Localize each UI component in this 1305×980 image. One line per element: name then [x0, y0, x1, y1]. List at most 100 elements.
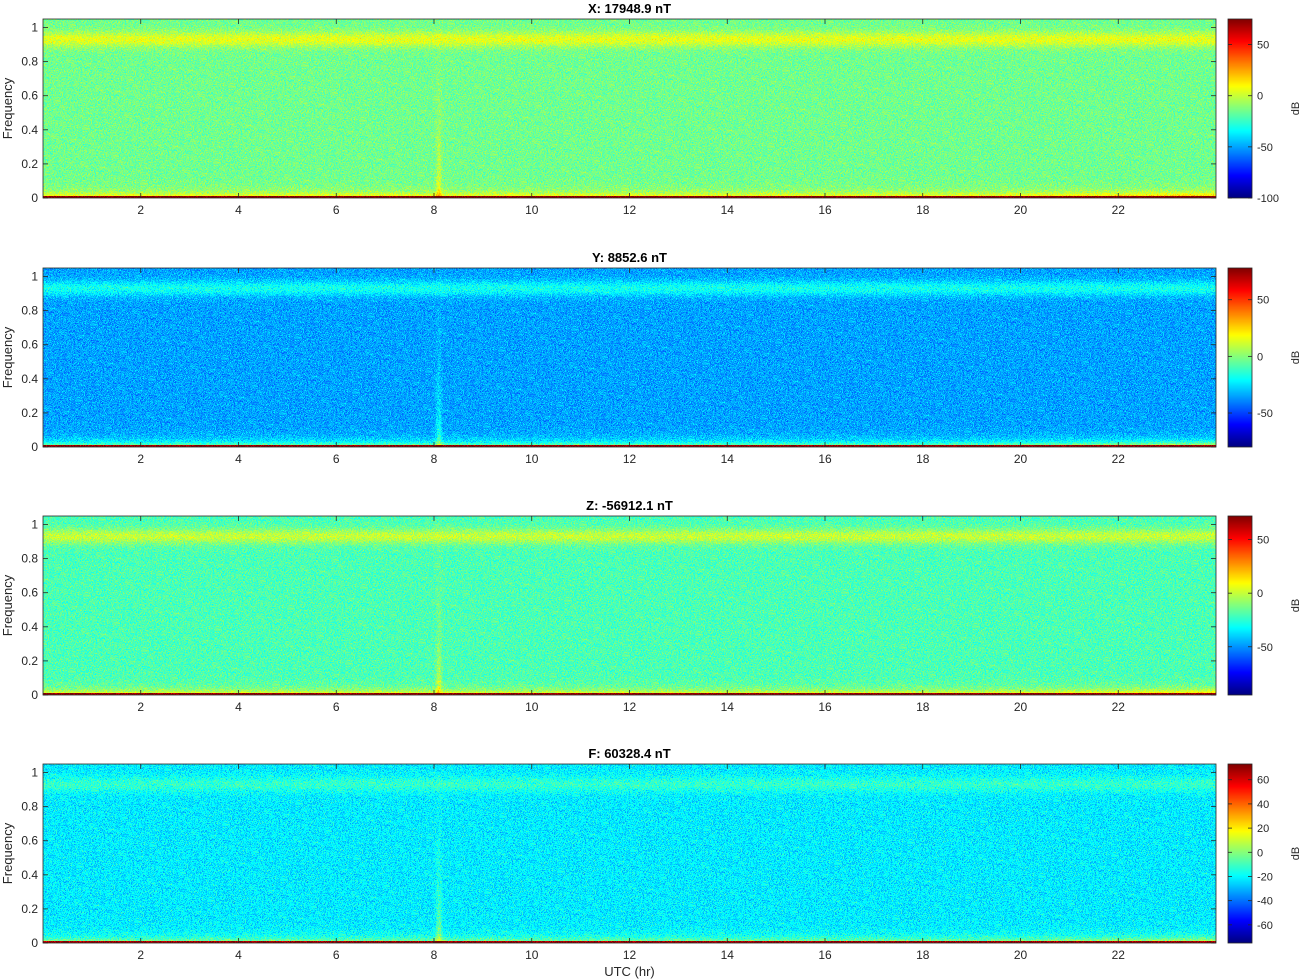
colorbar-tick-label: -50 [1257, 142, 1273, 154]
y-axis-label: Frequency [0, 574, 15, 636]
y-tick-label: 0 [31, 191, 38, 205]
colorbar-frame [1227, 18, 1253, 199]
y-tick-label: 0.2 [21, 157, 38, 171]
x-tick-label: 8 [431, 203, 438, 217]
x-tick-label: 14 [721, 948, 735, 962]
y-tick-label: 1 [31, 21, 38, 35]
panel-title: F: 60328.4 nT [588, 746, 670, 761]
colorbar-frame [1227, 763, 1253, 944]
x-tick-label: 12 [623, 700, 637, 714]
colorbar-tick-label: 60 [1257, 775, 1269, 787]
colorbar-tick-label: 50 [1257, 40, 1269, 52]
colorbar-tick-label: -50 [1257, 408, 1273, 420]
x-tick-label: 6 [333, 700, 340, 714]
x-tick-label: 2 [137, 452, 144, 466]
x-tick-label: 4 [235, 700, 242, 714]
y-tick-label: 0.4 [21, 620, 38, 634]
colorbar-tick-label: 0 [1257, 91, 1263, 103]
x-tick-label: 22 [1112, 700, 1126, 714]
x-tick-label: 14 [721, 700, 735, 714]
y-tick-label: 1 [31, 766, 38, 780]
colorbar-tick-label: 0 [1257, 588, 1263, 600]
panel-title: Z: -56912.1 nT [586, 498, 673, 513]
x-tick-label: 2 [137, 700, 144, 714]
colorbar-tick-label: -100 [1257, 193, 1279, 205]
spectrogram-panel: Z: -56912.1 nT Frequency 0 0.2 0.4 0.6 0.8 12 4 6… [0, 498, 1302, 714]
x-tick-label: 22 [1112, 203, 1126, 217]
x-tick-label: 20 [1014, 948, 1028, 962]
y-axis-label: Frequency [0, 822, 15, 884]
colorbar-tick-label: -60 [1257, 920, 1273, 932]
x-tick-label: 16 [818, 700, 832, 714]
spectrogram-image [43, 764, 1216, 943]
colorbar [1228, 268, 1252, 447]
colorbar-tick-label: 20 [1257, 823, 1269, 835]
x-tick-label: 8 [431, 452, 438, 466]
spectrogram-image [43, 268, 1216, 447]
y-tick-label: 0.4 [21, 868, 38, 882]
colorbar [1228, 764, 1252, 943]
colorbar-tick-label: -50 [1257, 642, 1273, 654]
x-tick-label: 6 [333, 203, 340, 217]
y-tick-label: 1 [31, 270, 38, 284]
x-tick-label: 20 [1014, 700, 1028, 714]
x-tick-label: 8 [431, 948, 438, 962]
colorbar-label: dB [1290, 351, 1302, 364]
y-tick-label: 0 [31, 688, 38, 702]
x-tick-label: 18 [916, 452, 930, 466]
y-tick-label: 0.6 [21, 586, 38, 600]
y-tick-label: 0.4 [21, 372, 38, 386]
x-tick-label: 18 [916, 203, 930, 217]
colorbar-tick-label: 50 [1257, 295, 1269, 307]
x-tick-label: 14 [721, 203, 735, 217]
y-tick-label: 0.2 [21, 902, 38, 916]
x-axis-label: UTC (hr) [604, 964, 655, 979]
y-tick-label: 0.8 [21, 552, 38, 566]
x-tick-label: 22 [1112, 948, 1126, 962]
y-axis-label: Frequency [0, 77, 15, 139]
spectrogram-image [43, 19, 1216, 198]
x-tick-label: 22 [1112, 452, 1126, 466]
panel-title: Y: 8852.6 nT [592, 250, 667, 265]
x-tick-label: 16 [818, 452, 832, 466]
y-tick-label: 0.6 [21, 834, 38, 848]
colorbar-tick-label: 0 [1257, 847, 1263, 859]
colorbar-label: dB [1290, 847, 1302, 860]
x-tick-label: 4 [235, 203, 242, 217]
x-tick-label: 20 [1014, 203, 1028, 217]
y-tick-label: 0.8 [21, 800, 38, 814]
colorbar-tick-label: 0 [1257, 351, 1263, 363]
x-tick-label: 2 [137, 203, 144, 217]
x-tick-label: 18 [916, 700, 930, 714]
x-tick-label: 18 [916, 948, 930, 962]
y-axis-label: Frequency [0, 326, 15, 388]
x-tick-label: 4 [235, 948, 242, 962]
y-tick-label: 0.2 [21, 654, 38, 668]
spectrogram-image [43, 516, 1216, 695]
x-tick-label: 10 [525, 700, 539, 714]
y-tick-label: 0 [31, 440, 38, 454]
y-tick-label: 0.6 [21, 89, 38, 103]
x-tick-label: 2 [137, 948, 144, 962]
colorbar-tick-label: -20 [1257, 871, 1273, 883]
x-tick-label: 12 [623, 203, 637, 217]
x-tick-label: 16 [818, 948, 832, 962]
x-tick-label: 12 [623, 452, 637, 466]
y-tick-label: 0.2 [21, 406, 38, 420]
x-tick-label: 6 [333, 948, 340, 962]
x-tick-label: 16 [818, 203, 832, 217]
y-tick-label: 0.4 [21, 123, 38, 137]
colorbar-frame [1227, 515, 1253, 696]
panel-title: X: 17948.9 nT [588, 1, 671, 16]
y-tick-label: 0 [31, 936, 38, 950]
x-tick-label: 10 [525, 452, 539, 466]
x-tick-label: 12 [623, 948, 637, 962]
x-tick-label: 6 [333, 452, 340, 466]
colorbar [1228, 516, 1252, 695]
y-tick-label: 0.8 [21, 55, 38, 69]
x-tick-label: 8 [431, 700, 438, 714]
